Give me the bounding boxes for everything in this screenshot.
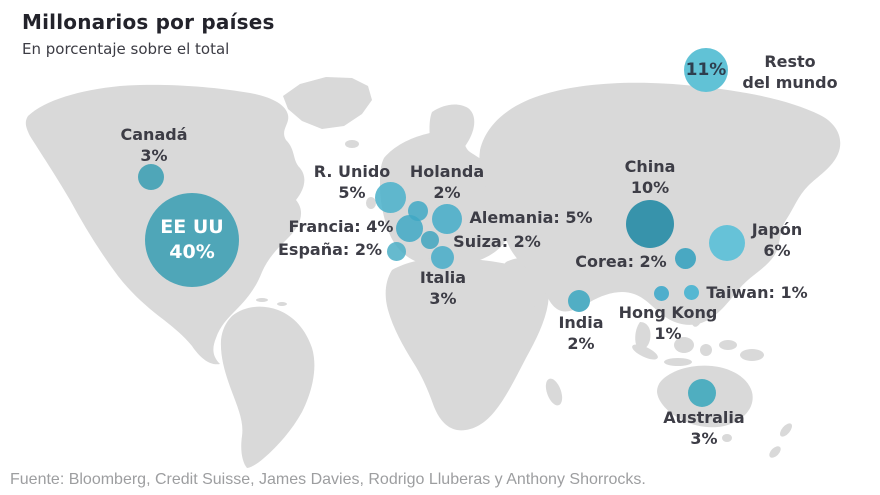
island-borneo xyxy=(674,337,694,353)
label-line: 5% xyxy=(338,183,366,202)
island-new-guinea xyxy=(740,349,764,361)
island-new-zealand-south xyxy=(769,446,781,458)
label-line: 3% xyxy=(429,289,457,308)
label-suiza: Suiza: 2% xyxy=(453,231,541,252)
island-moluccas xyxy=(719,340,737,350)
label-line: Francia: 4% xyxy=(288,217,394,236)
label-alemania: Alemania: 5% xyxy=(470,207,593,228)
label-line: Australia xyxy=(663,408,745,427)
label-r-unido: R. Unido 5% xyxy=(314,161,391,203)
label-line: Hong Kong xyxy=(618,303,718,322)
label-corea: Corea: 2% xyxy=(575,251,666,272)
label-japon: Japón 6% xyxy=(752,219,803,261)
region-scandinavia xyxy=(429,104,475,165)
island-sulawesi xyxy=(700,344,712,356)
bubble-espana xyxy=(386,241,406,261)
label-line: España: 2% xyxy=(277,240,383,259)
source-note: Fuente: Bloomberg, Credit Suisse, James … xyxy=(10,471,646,488)
label-line: Holanda xyxy=(409,162,485,181)
label-line: 2% xyxy=(433,183,461,202)
label-line: del mundo xyxy=(742,73,838,92)
island-madagascar xyxy=(545,378,563,406)
region-malay-peninsula xyxy=(635,322,651,350)
label-china: China 10% xyxy=(625,156,676,198)
label-resto-del-mundo-1: Resto del mundo xyxy=(742,51,837,93)
label-line: EE UU xyxy=(160,216,224,238)
label-line: 40% xyxy=(169,241,215,263)
label-line: 1% xyxy=(654,324,682,343)
bubble-china xyxy=(626,200,674,248)
label-line: 6% xyxy=(763,241,791,260)
bubble-india xyxy=(568,290,590,312)
bubble-eeuu xyxy=(145,193,239,287)
continent-greenland xyxy=(283,77,372,129)
chart-subtitle: En porcentaje sobre el total xyxy=(22,40,230,58)
bubble-hong-kong xyxy=(653,285,669,301)
island-philippines xyxy=(691,309,703,327)
label-hong-kong: Hong Kong 1% xyxy=(619,302,718,344)
label-line: Taiwan: 1% xyxy=(706,283,808,302)
label-canada: Canadá 3% xyxy=(121,124,188,166)
bubble-holanda xyxy=(408,201,428,221)
label-india: India 2% xyxy=(558,312,603,354)
label-resto-del-mundo: 11% xyxy=(686,60,727,81)
label-line: 3% xyxy=(690,429,718,448)
bubble-italia xyxy=(430,245,454,269)
label-line: 2% xyxy=(567,334,595,353)
island-java xyxy=(664,358,692,366)
label-line: R. Unido xyxy=(313,162,391,181)
label-italia: Italia 3% xyxy=(420,267,466,309)
label-line: Corea: 2% xyxy=(575,252,667,271)
label-line: Suiza: 2% xyxy=(453,232,541,251)
bubble-suiza xyxy=(421,231,439,249)
island-ireland xyxy=(366,197,376,209)
continent-africa xyxy=(385,257,549,431)
label-eeuu: EE UU 40% xyxy=(160,215,223,265)
island-new-zealand-north xyxy=(780,423,792,437)
label-espana: España: 2% xyxy=(278,239,382,260)
continent-south-america xyxy=(220,306,315,468)
label-taiwan: Taiwan: 1% xyxy=(706,282,807,303)
bubble-canada xyxy=(138,164,164,190)
label-line: Japón xyxy=(751,220,803,239)
island-caribbean-2 xyxy=(277,302,287,306)
bubble-r-unido xyxy=(374,181,406,213)
bubble-corea xyxy=(674,247,696,269)
label-francia: Francia: 4% xyxy=(289,216,394,237)
label-line: Canadá xyxy=(120,125,188,144)
label-line: China xyxy=(624,157,676,176)
label-line: 11% xyxy=(685,60,727,80)
bubble-taiwan xyxy=(683,284,699,300)
label-line: Resto xyxy=(764,52,816,71)
label-line: India xyxy=(558,313,604,332)
island-caribbean-1 xyxy=(256,298,268,302)
bubble-alemania xyxy=(432,204,462,234)
bubble-japon xyxy=(709,225,745,261)
label-holanda: Holanda 2% xyxy=(410,161,484,203)
label-line: 10% xyxy=(630,178,670,197)
bubble-australia xyxy=(688,379,716,407)
chart-title: Millonarios por países xyxy=(22,10,275,34)
island-tasmania xyxy=(722,434,732,442)
island-iceland xyxy=(345,140,359,148)
label-line: Italia xyxy=(419,268,467,287)
island-sumatra xyxy=(632,344,658,360)
bubble-resto-del-mundo xyxy=(684,48,728,92)
label-line: 3% xyxy=(140,146,168,165)
label-line: Alemania: 5% xyxy=(469,208,593,227)
label-australia: Australia 3% xyxy=(663,407,744,449)
